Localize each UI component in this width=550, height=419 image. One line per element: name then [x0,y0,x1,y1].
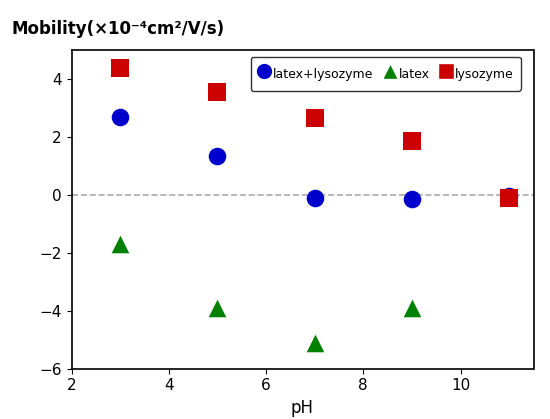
Text: Mobility(×10⁻⁴cm²/V/s): Mobility(×10⁻⁴cm²/V/s) [12,20,224,38]
Point [213,89,222,96]
Point [116,64,124,71]
Point [408,305,416,311]
Legend: latex+lysozyme, latex, lysozyme: latex+lysozyme, latex, lysozyme [251,57,521,91]
Point [408,196,416,203]
Point [505,194,514,201]
Point [505,193,514,200]
Point [213,153,222,159]
Point [116,114,124,120]
Point [116,241,124,248]
Point [310,194,319,201]
Point [310,115,319,122]
Point [408,138,416,145]
Point [213,305,222,311]
Point [310,339,319,346]
X-axis label: pH: pH [291,399,314,417]
